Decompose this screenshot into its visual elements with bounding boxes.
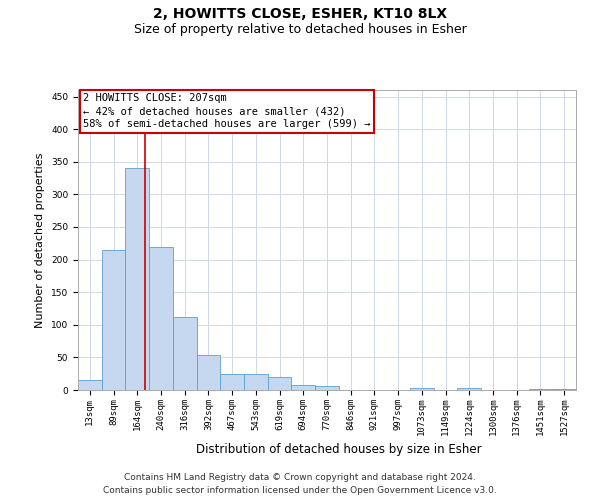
Bar: [102, 250, 125, 390]
Bar: [292, 385, 315, 390]
Bar: [315, 386, 339, 390]
Y-axis label: Number of detached properties: Number of detached properties: [35, 152, 46, 328]
Bar: [220, 374, 244, 390]
Text: 2 HOWITTS CLOSE: 207sqm
← 42% of detached houses are smaller (432)
58% of semi-d: 2 HOWITTS CLOSE: 207sqm ← 42% of detache…: [83, 93, 370, 130]
Text: Contains public sector information licensed under the Open Government Licence v3: Contains public sector information licen…: [103, 486, 497, 495]
Bar: [268, 377, 292, 390]
Text: 2, HOWITTS CLOSE, ESHER, KT10 8LX: 2, HOWITTS CLOSE, ESHER, KT10 8LX: [153, 8, 447, 22]
Text: Size of property relative to detached houses in Esher: Size of property relative to detached ho…: [134, 22, 466, 36]
Bar: [173, 317, 197, 390]
Text: Distribution of detached houses by size in Esher: Distribution of detached houses by size …: [196, 442, 482, 456]
Bar: [410, 388, 434, 390]
Bar: [78, 380, 102, 390]
Bar: [244, 374, 268, 390]
Bar: [197, 356, 220, 390]
Bar: [125, 168, 149, 390]
Bar: [149, 246, 173, 390]
Bar: [529, 388, 552, 390]
Text: Contains HM Land Registry data © Crown copyright and database right 2024.: Contains HM Land Registry data © Crown c…: [124, 472, 476, 482]
Bar: [457, 388, 481, 390]
Bar: [552, 388, 576, 390]
